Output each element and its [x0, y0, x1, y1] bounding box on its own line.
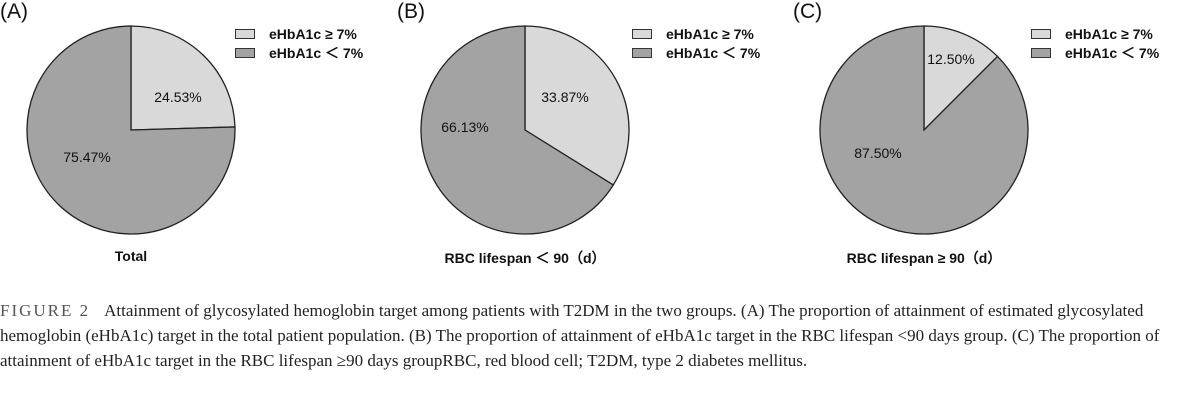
slice-data-label: 33.87% — [541, 89, 588, 105]
pie-chart-svg: 12.50% 87.50% — [819, 25, 1029, 235]
legend-item-lt: eHbA1c ＜ 7% — [632, 43, 760, 62]
slice-data-label: 66.13% — [441, 119, 488, 135]
panel-label: (B) — [397, 0, 425, 23]
pie-slice-ge — [524, 25, 630, 186]
chart-title: Total — [114, 248, 148, 264]
slice-data-label: 87.50% — [854, 145, 901, 161]
pie-panel-c: (C) 12.50% 87.50% eHbA1c ≥ 7% eHbA1c ＜ 7%… — [793, 0, 1181, 285]
legend-label-ge: eHbA1c ≥ 7% — [269, 25, 357, 42]
legend-label-ge: eHbA1c ≥ 7% — [1065, 25, 1153, 42]
chart-title: RBC lifespan ＜ 90（d） — [444, 250, 606, 266]
pie-slice-ge — [130, 25, 236, 131]
legend-item-ge: eHbA1c ≥ 7% — [632, 24, 760, 43]
pie-slice-lt — [26, 25, 236, 235]
legend-swatch-light — [632, 28, 652, 39]
pie-chart-svg: 24.53% 75.47% — [26, 25, 236, 235]
legend-swatch-dark — [632, 47, 652, 58]
pie-slice-lt — [420, 25, 615, 235]
pie-panel-a: (A) 24.53% 75.47% eHbA1c ≥ 7% eHbA1c ＜ 7%… — [0, 0, 395, 285]
legend: eHbA1c ≥ 7% eHbA1c ＜ 7% — [1031, 24, 1159, 62]
legend-item-lt: eHbA1c ＜ 7% — [1031, 43, 1159, 62]
legend-swatch-dark — [1031, 47, 1051, 58]
legend: eHbA1c ≥ 7% eHbA1c ＜ 7% — [235, 24, 363, 62]
legend-label-ge: eHbA1c ≥ 7% — [666, 25, 754, 42]
legend-item-ge: eHbA1c ≥ 7% — [1031, 24, 1159, 43]
figure-label: FIGURE 2 — [0, 301, 91, 320]
legend-label-lt: eHbA1c ＜ 7% — [666, 44, 761, 61]
legend-label-lt: eHbA1c ＜ 7% — [269, 44, 364, 61]
slice-data-label: 24.53% — [154, 89, 201, 105]
pie-slice-ge — [923, 25, 999, 132]
caption-text: Attainment of glycosylated hemoglobin ta… — [0, 301, 1160, 370]
figure-caption: FIGURE 2 Attainment of glycosylated hemog… — [0, 298, 1160, 373]
legend-label-lt: eHbA1c ＜ 7% — [1065, 44, 1160, 61]
pie-panel-b: (B) 33.87% 66.13% eHbA1c ≥ 7% eHbA1c ＜ 7%… — [397, 0, 792, 285]
legend-item-lt: eHbA1c ＜ 7% — [235, 43, 363, 62]
legend-swatch-light — [1031, 28, 1051, 39]
slice-data-label: 75.47% — [63, 149, 110, 165]
panel-label: (A) — [0, 0, 28, 23]
legend: eHbA1c ≥ 7% eHbA1c ＜ 7% — [632, 24, 760, 62]
slice-data-label: 12.50% — [927, 51, 974, 67]
legend-swatch-dark — [235, 47, 255, 58]
pie-chart-svg: 33.87% 66.13% — [420, 25, 630, 235]
chart-title: RBC lifespan ≥ 90（d） — [846, 250, 1002, 266]
legend-item-ge: eHbA1c ≥ 7% — [235, 24, 363, 43]
pie-slice-lt — [819, 25, 1029, 235]
panel-label: (C) — [793, 0, 823, 23]
legend-swatch-light — [235, 28, 255, 39]
